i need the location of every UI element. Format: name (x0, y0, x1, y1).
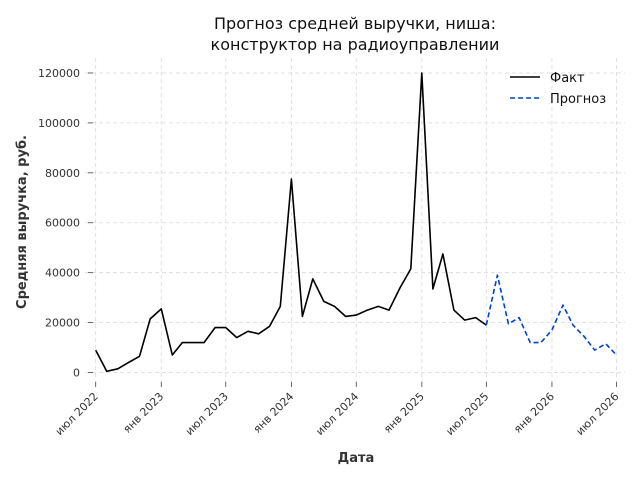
y-axis-ticks: 0 20000 40000 60000 80000 100000 120000 (38, 67, 93, 380)
chart-title-line-1: Прогноз средней выручки, ниша: (214, 14, 496, 33)
y-tick-label: 20000 (45, 317, 80, 330)
x-tick-label: июл 2025 (443, 390, 491, 438)
y-tick-label: 60000 (45, 217, 80, 230)
series-line-forecast (485, 274, 617, 356)
x-tick-label: июл 2024 (313, 390, 361, 438)
y-tick-label: 100000 (38, 117, 80, 130)
series-lines (94, 72, 617, 373)
y-axis-label: Средняя выручка, руб. (15, 135, 30, 309)
x-tick-label: июл 2022 (53, 390, 101, 438)
y-tick-label: 40000 (45, 267, 80, 280)
series-line-fact (94, 72, 487, 373)
chart-title-line-2: конструктор на радиоуправлении (211, 35, 500, 54)
grid (85, 58, 625, 385)
x-axis-ticks: июл 2022 янв 2023 июл 2023 янв 2024 июл 2024… (53, 382, 622, 438)
x-tick-label: янв 2024 (251, 390, 297, 436)
y-tick-label: 0 (73, 367, 80, 380)
x-tick-label: июл 2023 (183, 390, 231, 438)
legend: Факт Прогноз (510, 71, 606, 107)
y-tick-label: 80000 (45, 167, 80, 180)
x-tick-label: янв 2023 (121, 390, 167, 436)
y-tick-label: 120000 (38, 67, 80, 80)
x-tick-label: июл 2026 (574, 390, 622, 438)
x-tick-label: янв 2025 (381, 390, 427, 436)
x-axis-label: Дата (338, 451, 375, 466)
x-tick-label: янв 2026 (511, 390, 557, 436)
legend-label-forecast: Прогноз (550, 92, 606, 107)
legend-label-fact: Факт (550, 71, 585, 86)
